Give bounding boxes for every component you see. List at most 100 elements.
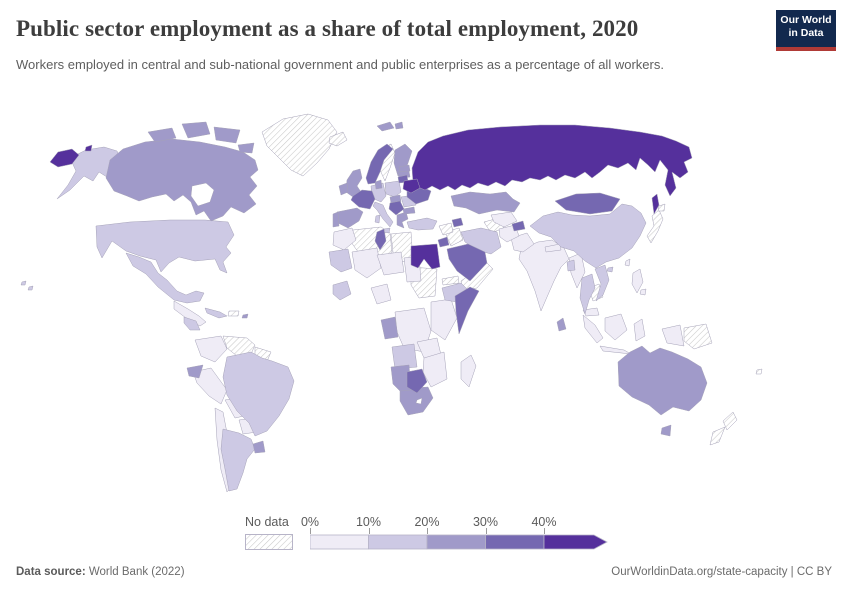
country-mauritania[interactable]: Mauritania: 10-20% xyxy=(328,248,353,273)
country-hainan[interactable]: China (Hainan): 10-20% xyxy=(606,266,614,273)
country-ireland[interactable]: Ireland: 20-30% xyxy=(338,182,349,196)
country-somalia[interactable]: Somalia: 30-40% xyxy=(454,286,480,335)
country-morocco[interactable]: Morocco: 0-10% xyxy=(332,227,357,251)
country-mozambique-zimbabwe[interactable]: Mozambique / Zimbabwe: 0-10% xyxy=(422,351,448,388)
legend-bin-0-10%[interactable] xyxy=(310,534,369,550)
owid-logo[interactable]: Our World in Data xyxy=(776,10,836,51)
country-uzbekistan[interactable]: Uzbekistan: 0-10% xyxy=(490,211,518,228)
country-west-africa-coast[interactable]: Senegal / Guinea: 10-20% xyxy=(332,280,352,301)
country-kenya-tanzania[interactable]: Kenya / Tanzania: 0-10% xyxy=(430,298,458,341)
country-niger[interactable]: Niger: 0-10% xyxy=(376,251,405,276)
country-india[interactable]: India: 0-10% xyxy=(518,239,570,312)
country-bangladesh[interactable]: Bangladesh: 10-20% xyxy=(566,259,576,272)
country-mongolia[interactable]: Mongolia: 30-40% xyxy=(554,192,621,215)
country-arctic-3[interactable]: Canada (Arctic): 20-30% xyxy=(213,126,241,144)
country-gabon-congo[interactable]: Gabon / Congo: 20-30% xyxy=(380,316,399,340)
country-poland[interactable]: Poland: 10-20% xyxy=(384,180,402,198)
country-west-papua[interactable]: Indonesia (Papua): 0-10% xyxy=(661,324,685,347)
country-eritrea[interactable]: Eritrea: No data xyxy=(441,275,460,286)
country-denmark[interactable]: Denmark: 20-30% xyxy=(374,179,383,190)
country-sumatra[interactable]: Indonesia (Sumatra): 0-10% xyxy=(582,314,604,344)
country-brazil[interactable]: Brazil: 10-20% xyxy=(222,351,295,437)
country-russia-chukotka[interactable]: Russia (Chukotka): 40%+ xyxy=(49,148,80,168)
legend-bin-20-30%[interactable] xyxy=(426,534,486,550)
country-puerto-rico[interactable]: Puerto Rico: 20-30% xyxy=(241,313,249,319)
country-angola[interactable]: Angola: 10-20% xyxy=(391,343,418,370)
country-vietnam[interactable]: Vietnam: 10-20% xyxy=(594,264,610,302)
country-usa[interactable]: United States: 10-20% xyxy=(95,219,235,274)
country-russia[interactable]: Russia: 40%+ xyxy=(411,124,693,197)
country-sri-lanka[interactable]: Sri Lanka: 20-30% xyxy=(556,317,567,332)
country-png[interactable]: Papua New Guinea: No data xyxy=(683,323,713,350)
country-australia[interactable]: Australia: 20-30% xyxy=(617,345,708,416)
legend-bin-30-40%[interactable] xyxy=(485,534,545,550)
country-jordan-israel[interactable]: Jordan / Israel: 30-40% xyxy=(437,236,450,248)
country-france[interactable]: France: 30-40% xyxy=(350,189,376,210)
country-hokkaido[interactable]: Japan (Hokkaido): No data xyxy=(657,203,666,212)
country-spain[interactable]: Spain: 20-30% xyxy=(336,207,364,229)
country-java[interactable]: Indonesia (Java): 0-10% xyxy=(599,345,632,355)
country-pakistan[interactable]: Pakistan: 0-10% xyxy=(510,232,535,253)
country-arctic-4[interactable]: Canada (Arctic): 20-30% xyxy=(237,142,255,154)
legend-bin-10-20%[interactable] xyxy=(368,534,428,550)
country-arctic-2[interactable]: Canada (Arctic): 20-30% xyxy=(181,121,211,139)
country-greenland[interactable]: Greenland: No data xyxy=(261,113,338,177)
country-cuba[interactable]: Cuba: 10-20% xyxy=(204,307,228,319)
country-philippines-2[interactable]: Philippines (Mindanao): 0-10% xyxy=(639,288,647,296)
country-nepal[interactable]: Nepal: 0-10% xyxy=(544,243,562,253)
country-hawaii-2[interactable]: United States (Hawaii): 10-20% xyxy=(27,285,34,291)
country-japan[interactable]: Japan: No data xyxy=(646,209,664,244)
country-borneo[interactable]: Indonesia (Borneo): 0-10% xyxy=(604,313,628,341)
country-ecuador[interactable]: Ecuador: 20-30% xyxy=(186,364,204,379)
country-madagascar[interactable]: Madagascar: 0-10% xyxy=(460,354,477,388)
legend-bin-40%+[interactable] xyxy=(543,534,608,550)
country-hawaii-1[interactable]: United States (Hawaii): 10-20% xyxy=(20,280,27,286)
country-portugal[interactable]: Portugal: 20-30% xyxy=(332,211,340,228)
country-namibia[interactable]: Namibia: 20-30% xyxy=(390,364,412,392)
country-peru[interactable]: Peru: 0-10% xyxy=(192,367,228,405)
country-nigeria[interactable]: Nigeria: 0-10% xyxy=(370,283,392,305)
country-mexico[interactable]: Mexico: 10-20% xyxy=(125,252,205,304)
country-arctic-1[interactable]: Canada (Arctic): 20-30% xyxy=(147,127,177,143)
country-azerbaijan[interactable]: Azerbaijan: 30-40% xyxy=(451,217,464,228)
country-central-america[interactable]: Central America: 0-10% xyxy=(173,300,207,327)
country-greece[interactable]: Greece: 20-30% xyxy=(396,211,409,229)
country-canada[interactable]: Canada: 20-30% xyxy=(105,138,259,222)
country-taiwan[interactable]: Taiwan: 0-10% xyxy=(624,258,631,267)
country-syria[interactable]: Syria: No data xyxy=(438,222,454,236)
country-botswana[interactable]: Botswana: 30-40% xyxy=(406,368,428,394)
country-iceland[interactable]: Iceland: No data xyxy=(328,131,348,147)
country-belarus[interactable]: Belarus: 40%+ xyxy=(402,178,421,194)
country-sardinia[interactable]: Italy (Sardinia): 10-20% xyxy=(374,214,381,224)
owid-url-link[interactable]: OurWorldinData.org/state-capacity xyxy=(611,566,788,578)
country-svalbard-2[interactable]: Svalbard: 20-30% xyxy=(394,121,404,130)
country-sulawesi[interactable]: Indonesia (Sulawesi): 0-10% xyxy=(633,318,646,342)
country-saudi-arabia[interactable]: Saudi Arabia: 30-40% xyxy=(446,243,488,282)
country-uk[interactable]: United Kingdom: 20-30% xyxy=(345,168,363,198)
country-philippines[interactable]: Philippines: 0-10% xyxy=(631,268,644,294)
country-tunisia[interactable]: Tunisia: 30-40% xyxy=(374,228,387,251)
country-iran[interactable]: Iran: 10-20% xyxy=(460,227,502,255)
country-russia-wrangel[interactable]: Russia (Wrangel): 40%+ xyxy=(84,144,93,152)
country-fiji[interactable]: Fiji: No data xyxy=(755,368,763,375)
country-balkans-west[interactable]: Serbia / Croatia: 30-40% xyxy=(388,200,405,216)
country-new-zealand-south[interactable]: New Zealand (South): No data xyxy=(709,426,726,446)
country-turkey[interactable]: Turkey: 10-20% xyxy=(406,217,438,231)
country-colombia[interactable]: Colombia: 0-10% xyxy=(194,335,228,363)
country-china[interactable]: China: 10-20% xyxy=(529,203,647,269)
country-mali[interactable]: Mali: 0-10% xyxy=(351,247,382,279)
country-argentina[interactable]: Argentina: 10-20% xyxy=(220,428,256,492)
country-thailand[interactable]: Thailand: 10-20% xyxy=(579,273,596,315)
country-italy[interactable]: Italy: 10-20% xyxy=(372,201,394,228)
country-uruguay[interactable]: Uruguay: 20-30% xyxy=(252,440,266,454)
country-norway[interactable]: Norway: 30-40% xyxy=(365,143,394,185)
country-egypt[interactable]: Egypt: 40%+ xyxy=(410,243,441,270)
country-bulgaria[interactable]: Bulgaria: 20-30% xyxy=(402,206,416,215)
country-tasmania[interactable]: Australia (Tasmania): 20-30% xyxy=(660,424,672,437)
legend-no-data-swatch[interactable] xyxy=(245,534,293,550)
country-tajikistan[interactable]: Tajikistan: 30-40% xyxy=(511,220,526,232)
country-estonia[interactable]: Estonia: 20-30% xyxy=(398,164,411,173)
country-new-zealand-north[interactable]: New Zealand (North): No data xyxy=(722,411,738,431)
country-hispaniola[interactable]: Haiti / Dominican Rep.: No data xyxy=(227,310,240,317)
country-hungary[interactable]: Hungary: 20-30% xyxy=(389,194,402,204)
